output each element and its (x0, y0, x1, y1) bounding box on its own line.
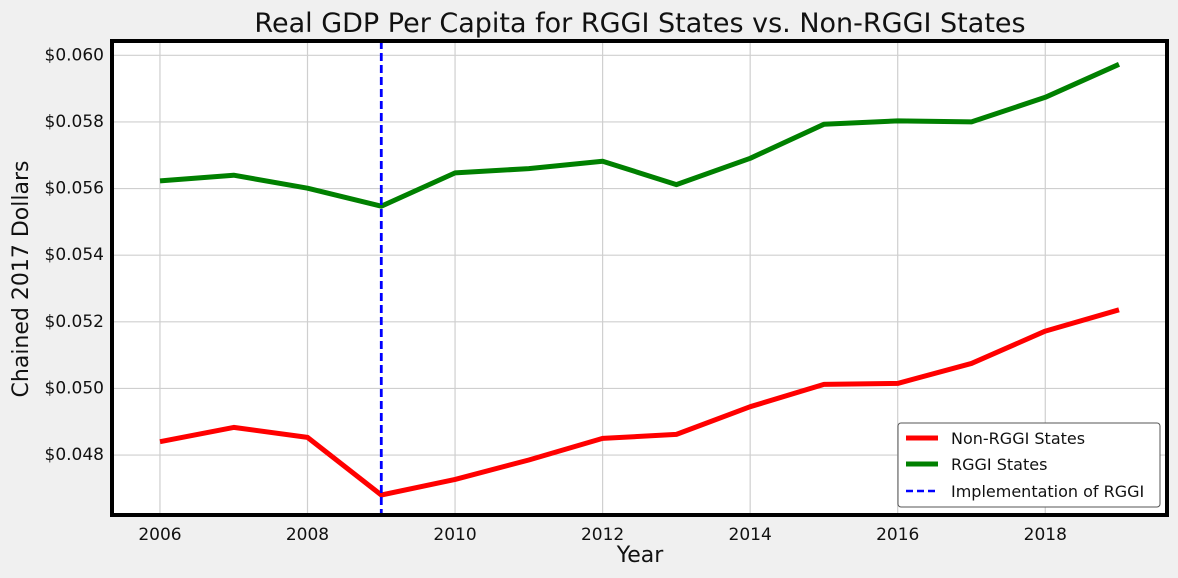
plot-frame (110, 39, 1169, 517)
y-axis-title: Chained 2017 Dollars (9, 161, 34, 398)
series-line-non-rggi (159, 307, 1120, 498)
x-tick-label: 2008 (286, 525, 329, 545)
series-layer (159, 62, 1121, 498)
x-tick-label: 2018 (1024, 525, 1067, 545)
y-tick-label: $0.052 (45, 312, 104, 332)
x-tick-label: 2016 (876, 525, 919, 545)
y-tick-label: $0.050 (45, 378, 104, 398)
series-line-rggi (159, 62, 1121, 209)
x-axis-ticks: 2006 2008 2010 2012 2014 2016 2018 (138, 525, 1067, 545)
legend-label-rggi: RGGI States (951, 455, 1047, 474)
y-tick-label: $0.058 (45, 112, 104, 132)
x-tick-label: 2006 (138, 525, 181, 545)
x-tick-label: 2012 (581, 525, 624, 545)
y-tick-label: $0.048 (45, 445, 104, 465)
legend-box (897, 422, 1161, 508)
x-tick-label: 2010 (433, 525, 476, 545)
y-axis-ticks: $0.048 $0.050 $0.052 $0.054 $0.056 $0.058 $0.0… (45, 45, 104, 465)
y-tick-label: $0.060 (45, 45, 104, 65)
legend: Non-RGGI States RGGI States Implementati… (897, 422, 1161, 508)
y-tick-label: $0.056 (45, 179, 104, 199)
legend-label-implementation: Implementation of RGGI (951, 482, 1144, 501)
x-tick-label: 2014 (729, 525, 772, 545)
x-axis-title: Year (616, 543, 665, 568)
chart-title: Real GDP Per Capita for RGGI States vs. … (254, 8, 1025, 39)
y-tick-label: $0.054 (45, 245, 104, 265)
legend-label-non-rggi: Non-RGGI States (951, 429, 1085, 448)
